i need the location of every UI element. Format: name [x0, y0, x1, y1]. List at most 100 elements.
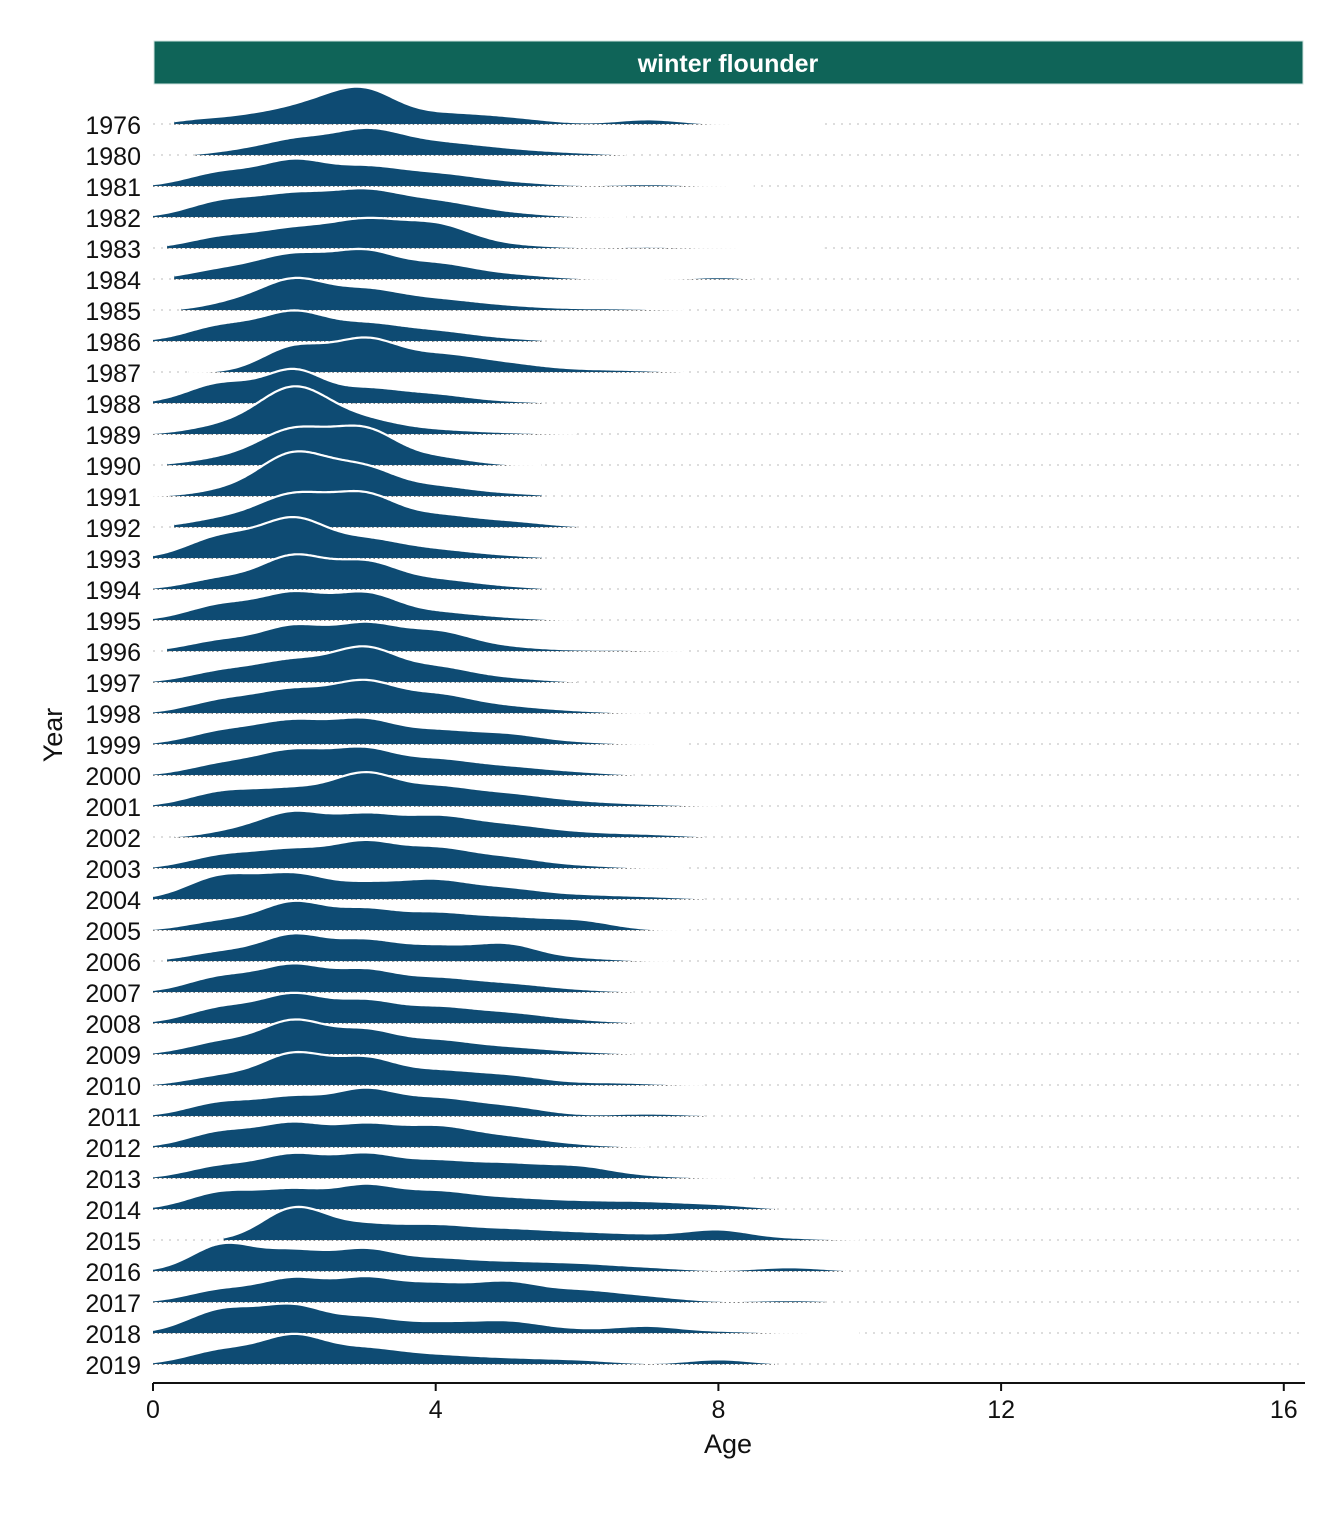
ridge-outline-2014 — [152, 1182, 775, 1209]
ridge-outline-2000 — [152, 745, 634, 776]
y-tick-label: 2012 — [85, 1135, 141, 1163]
ridge-outline-2003 — [152, 838, 684, 869]
ridge-density-2011 — [153, 1087, 705, 1116]
ridge-outline-2004 — [152, 870, 705, 900]
ridge-outline-2010 — [152, 1050, 705, 1086]
ridge-outline-1998 — [152, 678, 648, 714]
ridge-outline-2018 — [152, 1302, 860, 1335]
y-tick-label: 1981 — [85, 174, 141, 202]
x-axis: 0 4 8 12 16 — [146, 1382, 1305, 1424]
y-tick-label: 1982 — [85, 205, 141, 233]
y-tick-label: 1991 — [85, 484, 141, 512]
ridge-outline-1999 — [152, 716, 684, 746]
y-tick-label: 2015 — [85, 1228, 141, 1256]
ridge-outline-1981 — [152, 157, 754, 188]
y-tick-label: 1988 — [85, 391, 141, 419]
y-tick-label: 2013 — [85, 1166, 141, 1194]
ridge-density-1999 — [153, 717, 684, 744]
y-tick-label: 2017 — [85, 1290, 141, 1318]
ridge-density-2013 — [153, 1152, 754, 1178]
ridge-outline-1989 — [152, 385, 577, 435]
ridge-density-2006 — [167, 933, 669, 961]
y-axis-title: Year — [38, 708, 68, 763]
ridge-density-1976 — [174, 86, 825, 124]
ridge-outline-2002 — [174, 809, 705, 838]
ridge-density-2005 — [153, 900, 684, 930]
ridge-outline-2016 — [152, 1241, 846, 1272]
ridge-outline-2001 — [152, 770, 719, 807]
y-tick-label: 2011 — [87, 1104, 141, 1132]
y-tick-label: 2003 — [85, 856, 141, 884]
facet-strip — [153, 40, 1304, 85]
ridge-density-1980 — [195, 127, 627, 155]
ridge-density-1989 — [153, 386, 577, 434]
y-tick-label: 1987 — [85, 360, 141, 388]
y-tick-label: 1984 — [85, 267, 141, 295]
y-tick-label: 1994 — [85, 577, 141, 605]
ridge-outline-1992 — [174, 489, 578, 527]
y-tick-label: 2007 — [85, 980, 141, 1008]
ridge-outline-2008 — [152, 991, 634, 1024]
ridge-outline-1991 — [152, 450, 542, 497]
y-tick-label: 2002 — [85, 825, 141, 853]
ridge-outline-2015 — [223, 1205, 860, 1241]
ridge-outline-1980 — [195, 126, 627, 156]
ridge-outline-1976 — [174, 85, 825, 126]
y-tick-label: 1983 — [85, 236, 141, 264]
ridge-outline-1987 — [188, 336, 684, 373]
ridge-density-1991 — [153, 451, 542, 496]
ridge-density-1984 — [174, 248, 754, 279]
y-tick-label: 1980 — [85, 143, 141, 171]
ridge-density-2001 — [153, 772, 719, 806]
x-tick-label: 16 — [1270, 1396, 1298, 1424]
ridge-outline-1995 — [152, 589, 577, 621]
y-tick-label: 2004 — [85, 887, 141, 915]
y-tick-label: 2014 — [85, 1197, 141, 1225]
ridge-density-2009 — [153, 1019, 634, 1054]
ridge-density-1994 — [153, 554, 542, 589]
ridge-density-1993 — [153, 517, 542, 558]
ridge-outline-2011 — [152, 1086, 705, 1117]
ridge-density-2016 — [153, 1242, 846, 1271]
ridge-density-2003 — [153, 839, 684, 868]
y-tick-label: 2010 — [85, 1073, 141, 1101]
y-tick-labels: 1976 1980 1981 1982 1983 1984 1985 1986 1987 1988… — [85, 112, 141, 1380]
ridge-outline-1990 — [167, 424, 542, 466]
y-tick-label: 1996 — [85, 639, 141, 667]
y-tick-label: 2009 — [85, 1042, 141, 1070]
ridge-outline-1997 — [152, 645, 578, 683]
ridge-outline-1994 — [152, 553, 542, 589]
y-tick-label: 2016 — [85, 1259, 141, 1287]
x-tick-label: 0 — [146, 1396, 160, 1424]
ridge-outline-1982 — [152, 187, 627, 218]
ridge-outline-1983 — [166, 216, 825, 250]
ridge-density-2007 — [153, 963, 634, 992]
y-tick-label: 1995 — [85, 608, 141, 636]
y-tick-label: 1997 — [85, 670, 141, 698]
ridge-density-2000 — [153, 746, 634, 775]
ridge-density-1998 — [153, 679, 648, 713]
ridge-density-1986 — [153, 310, 542, 341]
ridge-outline-2012 — [152, 1120, 648, 1148]
ridge-density-2015 — [223, 1206, 860, 1240]
y-tick-label: 2005 — [85, 918, 141, 946]
x-axis-title: Age — [704, 1429, 752, 1459]
ridge-outline-2017 — [152, 1275, 825, 1302]
y-tick-label: 1989 — [85, 422, 141, 450]
ridge-density-2012 — [153, 1121, 648, 1147]
ridge-outline-2019 — [152, 1332, 775, 1365]
ridge-density-2014 — [153, 1183, 775, 1209]
x-tick-label: 4 — [429, 1396, 443, 1424]
ridge-outline-1986 — [152, 309, 542, 341]
y-tick-label: 1993 — [85, 546, 141, 574]
y-tick-label: 1985 — [85, 298, 141, 326]
ridge-outline-2009 — [152, 1018, 634, 1055]
ridges-group — [152, 85, 1305, 1365]
ridge-outline-1985 — [181, 276, 684, 311]
y-tick-label: 1976 — [85, 112, 141, 140]
y-tick-label: 1992 — [85, 515, 141, 543]
y-tick-label: 2006 — [85, 949, 141, 977]
ridge-density-2019 — [153, 1333, 775, 1364]
ridge-density-1983 — [167, 217, 825, 248]
